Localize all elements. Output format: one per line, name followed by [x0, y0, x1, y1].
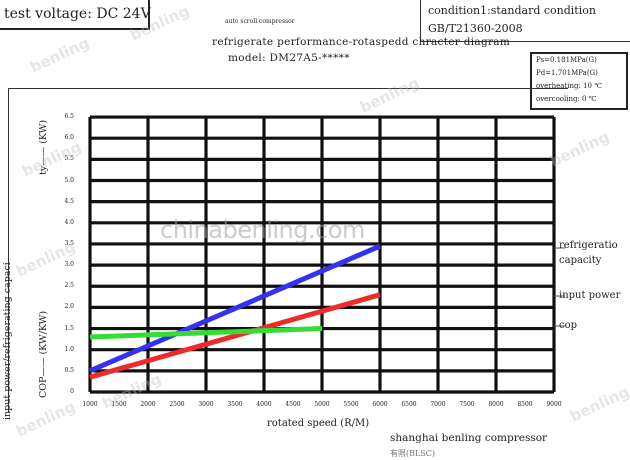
y-tick-label: 2.5 — [64, 282, 74, 290]
plot-frame — [8, 88, 568, 412]
y-tick-label: 3.0 — [64, 261, 74, 269]
x-tick-label: 4000 — [256, 401, 272, 408]
x-tick-label: 6500 — [401, 401, 417, 408]
series-line-cop — [89, 326, 323, 340]
voltage-box — [0, 0, 150, 30]
x-tick-label: 2500 — [169, 401, 185, 408]
condition-label: condition1:standard condition — [428, 4, 596, 17]
y-tick-label: 5.0 — [64, 176, 74, 184]
x-tick-label: 5500 — [343, 401, 359, 408]
compressor-type-label: auto scroll compressor — [225, 18, 295, 25]
y-tick-label: 6.5 — [64, 113, 74, 121]
y-tick-label: 4.0 — [64, 218, 74, 226]
standard-label: GB/T21360-2008 — [428, 22, 523, 35]
param-overheating: overheating: 10 ℃ — [536, 82, 603, 90]
parameter-box — [530, 52, 628, 110]
param-ps: Ps=0.181MPa(G) — [536, 56, 597, 64]
legend-capacity: capacity — [559, 255, 602, 266]
x-tick-label: 1500 — [111, 401, 127, 408]
x-tick-label: 5000 — [314, 401, 330, 408]
x-tick-label: 4500 — [285, 401, 301, 408]
legend-refrigerating: refrigeratio — [559, 240, 618, 251]
x-tick-label: 8500 — [517, 401, 533, 408]
condition-box — [420, 0, 630, 42]
x-tick-label: 1000 — [82, 401, 98, 408]
x-axis-label: rotated speed (R/M) — [267, 418, 370, 429]
model-label: model: DM27A5-***** — [228, 52, 350, 64]
x-tick-label: 6000 — [372, 401, 388, 408]
x-tick-label: 2000 — [140, 401, 156, 408]
legend-input-power: input power — [559, 290, 621, 301]
x-tick-label: 8000 — [488, 401, 504, 408]
x-tick-label: 3000 — [198, 401, 214, 408]
legend-cop: cop — [559, 320, 578, 331]
x-tick-label: 7000 — [430, 401, 446, 408]
x-tick-label: 9000 — [546, 401, 562, 408]
series-line-refrigerating-capacity — [89, 243, 381, 374]
company-label: shanghai benling compressor — [390, 432, 548, 444]
y-tick-label: 3.5 — [64, 239, 74, 247]
company-sub-label: 有限(BLSC) — [390, 449, 436, 458]
watermark-url: chinabenling.com — [160, 216, 365, 244]
y-tick-label: 6.0 — [64, 134, 74, 142]
param-overcooling: overcooling: 0 ℃ — [536, 95, 597, 103]
y-tick-label: 1.0 — [64, 345, 74, 353]
param-pd: Pd=1.701MPa(G) — [536, 69, 598, 77]
y-tick-label: 4.5 — [64, 197, 74, 205]
series-line-input-power — [89, 292, 381, 380]
chart-title: refrigerate performance-rotaspedd chract… — [212, 36, 511, 48]
y-tick-label: 1.5 — [64, 324, 74, 332]
y-tick-label: 0.5 — [64, 366, 74, 374]
y-tick-label: 2.0 — [64, 303, 74, 311]
y-tick-label: 0 — [70, 388, 74, 395]
test-voltage-label: test voltage: DC 24V — [4, 6, 151, 22]
x-tick-label: 3500 — [227, 401, 243, 408]
y-tick-label: 5.5 — [64, 155, 74, 163]
x-tick-label: 7500 — [459, 401, 475, 408]
